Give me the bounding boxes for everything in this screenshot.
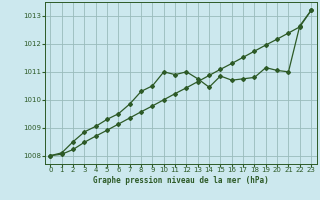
X-axis label: Graphe pression niveau de la mer (hPa): Graphe pression niveau de la mer (hPa) <box>93 176 269 185</box>
